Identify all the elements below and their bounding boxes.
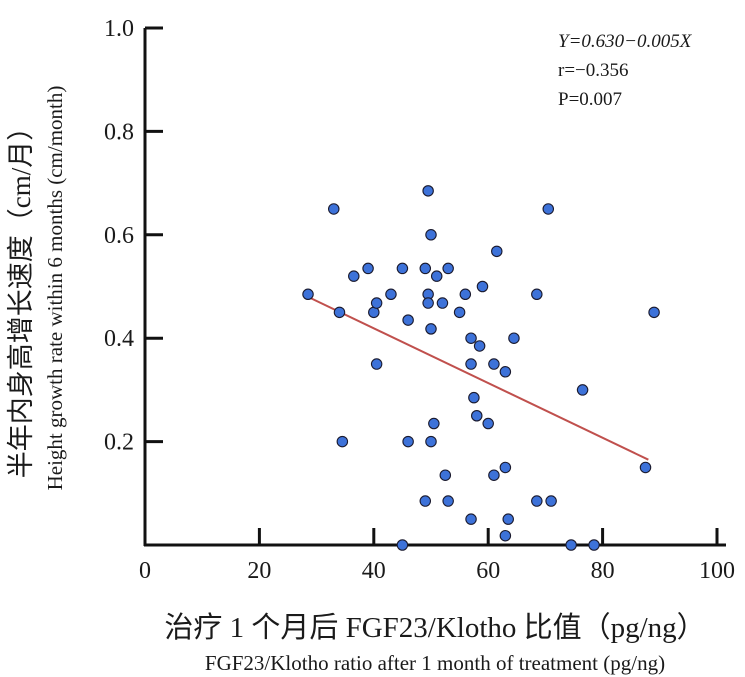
data-point [639,461,652,474]
data-point [328,203,340,215]
x-tick-label: 40 [362,558,386,584]
axes [143,28,726,547]
data-point [542,203,555,215]
data-point [436,297,449,309]
data-point [428,417,440,430]
y-tick-label: 0.4 [104,326,134,352]
x-tick-label: 80 [591,558,615,584]
data-points [302,185,660,551]
data-point [465,332,477,344]
data-point [476,280,489,293]
y-axis-label-english: Height growth rate within 6 months (cm/m… [43,86,67,491]
data-point [419,495,432,507]
x-ticks: 0 20 40 60 80 100 [139,528,735,584]
data-point [648,306,660,319]
data-point [471,409,483,422]
annotation: Y=0.630−0.005X r=−0.356 P=0.007 [558,31,693,110]
data-point [422,297,434,309]
x-tick-label: 60 [476,558,500,584]
x-axis-label: 治疗 1 个月后 FGF23/Klotho 比值（pg/ng） [164,611,705,644]
data-point [465,513,477,525]
data-point [396,539,409,551]
data-point [488,469,500,481]
data-point [385,288,397,301]
x-axis-label-english: FGF23/Klotho ratio after 1 month of trea… [205,651,665,675]
data-point [499,529,512,542]
annotation-r: r=−0.356 [558,60,629,81]
data-point [576,384,589,396]
x-tick-label: 100 [699,558,735,584]
x-tick-label: 0 [139,558,151,584]
data-point [508,332,520,344]
regression-line [307,295,649,461]
annotation-equation: Y=0.630−0.005X [558,31,693,52]
y-ticks: 0.2 0.4 0.6 0.8 1.0 [104,16,163,456]
data-point [430,270,443,282]
data-point [425,229,437,241]
data-point [419,262,432,275]
y-tick-label: 1.0 [104,16,134,42]
data-point [425,323,437,335]
data-point [370,297,383,309]
data-point [468,391,480,404]
data-point [499,366,512,378]
regression-line-group [307,295,649,461]
data-point [422,185,434,197]
data-point [488,358,500,370]
data-point [531,495,543,507]
data-point [588,539,600,551]
data-point [362,262,374,275]
data-point [370,358,383,370]
data-point [442,262,454,275]
y-tick-label: 0.2 [104,430,134,456]
data-point [336,435,349,448]
data-point [439,469,452,481]
data-point [333,306,346,319]
annotation-p: P=0.007 [558,89,622,110]
data-point [473,340,486,352]
data-point [565,539,577,551]
data-point [402,435,414,448]
data-point [465,358,477,370]
data-point [442,495,454,507]
data-point [402,314,414,326]
y-axis-label: 半年内身高增长速度（cm/月） [6,114,36,479]
data-point [396,262,409,275]
data-point [348,270,360,282]
data-point [502,513,514,525]
data-point [531,288,543,301]
data-point [545,495,557,507]
x-tick-label: 20 [247,558,271,584]
data-point [499,461,512,474]
data-point [459,288,472,301]
y-tick-label: 0.8 [104,119,134,145]
data-point [482,417,494,430]
y-tick-label: 0.6 [104,223,134,249]
data-point [453,306,466,319]
data-point [425,435,437,448]
data-point [491,245,503,258]
data-point [302,288,314,301]
